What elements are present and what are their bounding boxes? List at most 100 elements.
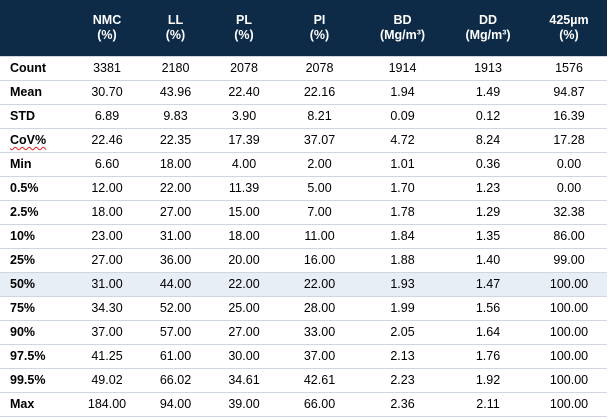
table-cell: 16.00 (279, 247, 360, 273)
table-cell: 184.00 (72, 391, 142, 417)
table-cell: 28.00 (279, 295, 360, 321)
table-cell: 4.00 (209, 151, 279, 177)
table-cell: 100.00 (531, 295, 607, 321)
table-cell: 1576 (531, 55, 607, 81)
table-cell: 100.00 (531, 367, 607, 393)
table-cell: 2.36 (360, 391, 445, 417)
table-cell: 52.00 (142, 295, 209, 321)
table-row: STD 6.89 9.83 3.90 8.21 0.09 0.12 16.39 (0, 103, 607, 129)
table-cell: 3.90 (209, 103, 279, 129)
table-cell: 1.49 (445, 79, 531, 105)
table-cell: 37.00 (279, 343, 360, 369)
table-cell: 11.00 (279, 223, 360, 249)
table-row: 50% 31.00 44.00 22.00 22.00 1.93 1.47 100.00 (0, 271, 607, 297)
row-label-text: STD (10, 109, 35, 123)
table-cell: 37.07 (279, 127, 360, 153)
table-body: Count 3381 2180 2078 2078 1914 1913 1576 Mean 30.… (0, 55, 607, 417)
table-cell: 44.00 (142, 271, 209, 297)
table-row: 99.5% 49.02 66.02 34.61 42.61 2.23 1.92 100.00 (0, 367, 607, 393)
row-label-text: Max (10, 397, 35, 411)
row-label-text: 75% (10, 301, 36, 315)
table-header: NMC (%) LL (%) PL (%) PI (%) BD (Mg/m³) … (0, 0, 607, 56)
row-label-text: Mean (10, 85, 42, 99)
table-cell: 61.00 (142, 343, 209, 369)
table-cell: 5.00 (279, 175, 360, 201)
row-label: Min (0, 151, 72, 177)
table-cell: 42.61 (279, 367, 360, 393)
table-cell: 1.99 (360, 295, 445, 321)
table-row: 25% 27.00 36.00 20.00 16.00 1.88 1.40 99.00 (0, 247, 607, 273)
table-cell: 8.24 (445, 127, 531, 153)
table-cell: 100.00 (531, 391, 607, 417)
table-cell: 34.30 (72, 295, 142, 321)
table-cell: 1.47 (445, 271, 531, 297)
table-cell: 27.00 (72, 247, 142, 273)
table-cell: 39.00 (209, 391, 279, 417)
table-cell: 43.96 (142, 79, 209, 105)
table-cell: 2078 (279, 55, 360, 81)
table-cell: 22.40 (209, 79, 279, 105)
row-label: 2.5% (0, 199, 72, 225)
table-cell: 1.29 (445, 199, 531, 225)
table-cell: 23.00 (72, 223, 142, 249)
table-cell: 1.84 (360, 223, 445, 249)
table-cell: 16.39 (531, 103, 607, 129)
table-cell: 34.61 (209, 367, 279, 393)
header-pi: PI (%) (309, 12, 330, 42)
table-row: 75% 34.30 52.00 25.00 28.00 1.99 1.56 100.00 (0, 295, 607, 321)
table-cell: 100.00 (531, 319, 607, 345)
table-cell: 18.00 (209, 223, 279, 249)
table-cell: 31.00 (72, 271, 142, 297)
table-cell: 0.00 (531, 175, 607, 201)
table-cell: 86.00 (531, 223, 607, 249)
table-cell: 41.25 (72, 343, 142, 369)
table-cell: 100.00 (531, 271, 607, 297)
table-cell: 1.64 (445, 319, 531, 345)
table-row: CoV% 22.46 22.35 17.39 37.07 4.72 8.24 17.28 (0, 127, 607, 153)
table-cell: 2.05 (360, 319, 445, 345)
table-cell: 33.00 (279, 319, 360, 345)
table-cell: 15.00 (209, 199, 279, 225)
table-cell: 4.72 (360, 127, 445, 153)
table-row: Mean 30.70 43.96 22.40 22.16 1.94 1.49 94.87 (0, 79, 607, 105)
table-row: 90% 37.00 57.00 27.00 33.00 2.05 1.64 100.00 (0, 319, 607, 345)
table-cell: 1.94 (360, 79, 445, 105)
header-425um: 425µm (%) (549, 12, 589, 42)
header-corner-cell (0, 0, 72, 56)
table-cell: 30.70 (72, 79, 142, 105)
table-cell: 9.83 (142, 103, 209, 129)
table-cell: 1.93 (360, 271, 445, 297)
row-label: 25% (0, 247, 72, 273)
row-label-text: 90% (10, 325, 36, 339)
table-cell: 2.11 (445, 391, 531, 417)
row-label: 10% (0, 223, 72, 249)
table-cell: 0.12 (445, 103, 531, 129)
table-cell: 32.38 (531, 199, 607, 225)
row-label: 90% (0, 319, 72, 345)
row-label-text: 97.5% (10, 349, 46, 363)
table-cell: 0.09 (360, 103, 445, 129)
row-label-text: 50% (10, 277, 36, 291)
table-cell: 1.92 (445, 367, 531, 393)
table-cell: 1.78 (360, 199, 445, 225)
table-cell: 1.40 (445, 247, 531, 273)
table-cell: 22.46 (72, 127, 142, 153)
table-cell: 3381 (72, 55, 142, 81)
table-cell: 31.00 (142, 223, 209, 249)
table-cell: 57.00 (142, 319, 209, 345)
table-cell: 94.00 (142, 391, 209, 417)
header-dd: DD (Mg/m³) (465, 12, 511, 42)
table-cell: 49.02 (72, 367, 142, 393)
table-cell: 1914 (360, 55, 445, 81)
table-cell: 1.01 (360, 151, 445, 177)
row-label: Count (0, 55, 72, 81)
table-cell: 22.00 (279, 271, 360, 297)
table-cell: 6.60 (72, 151, 142, 177)
table-cell: 7.00 (279, 199, 360, 225)
table-cell: 0.36 (445, 151, 531, 177)
row-label-text: Min (10, 157, 32, 171)
row-label-text: 25% (10, 253, 36, 267)
table-cell: 1913 (445, 55, 531, 81)
table-cell: 1.23 (445, 175, 531, 201)
